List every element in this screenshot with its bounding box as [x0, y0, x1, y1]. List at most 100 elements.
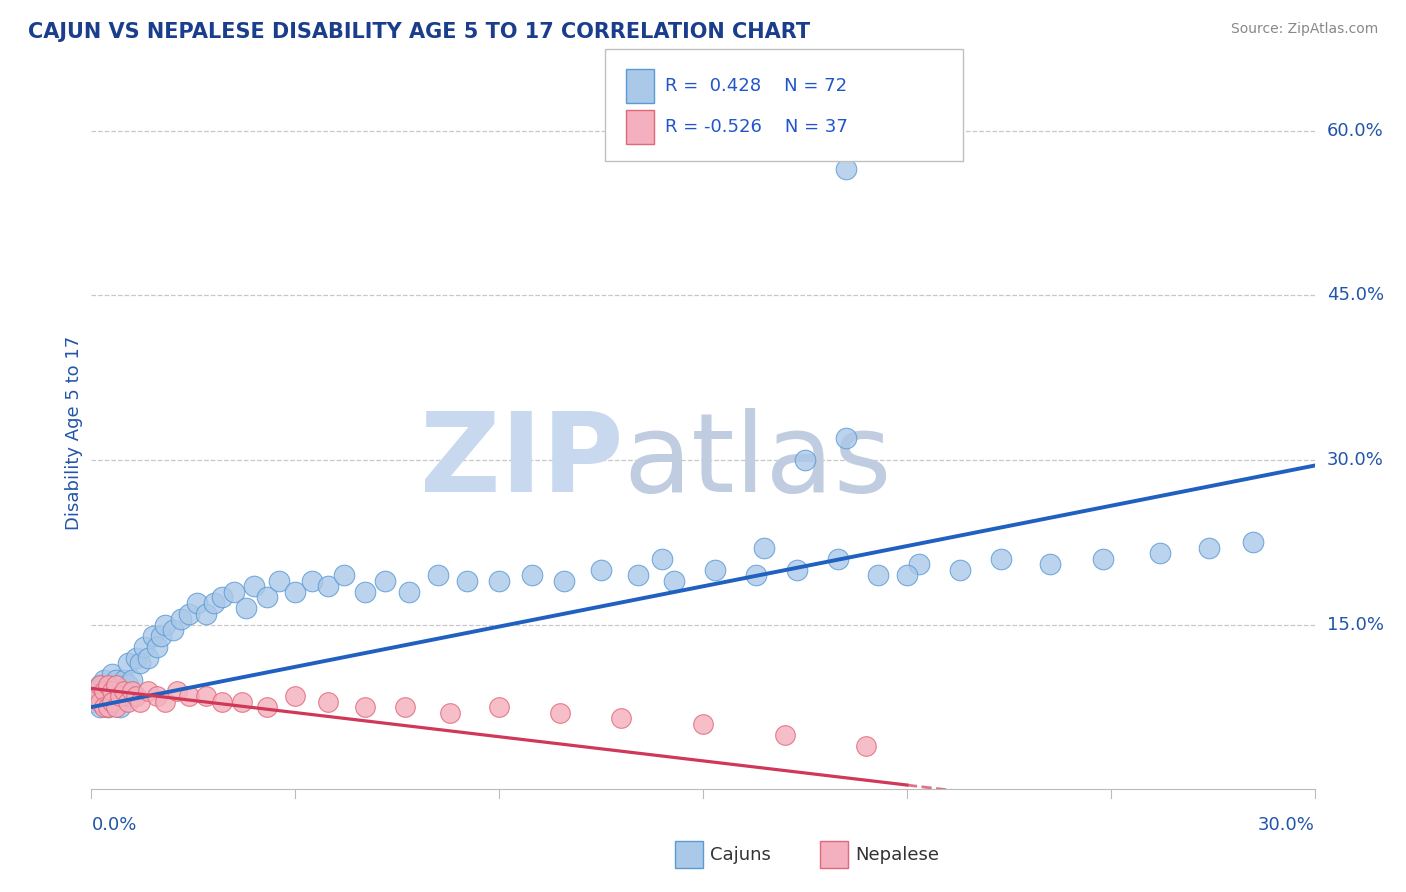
Point	[121, 673, 143, 687]
Point	[949, 563, 972, 577]
Point	[112, 673, 135, 687]
Point	[125, 689, 148, 703]
Text: R =  0.428    N = 72: R = 0.428 N = 72	[665, 78, 848, 95]
Point	[235, 601, 257, 615]
Point	[101, 689, 124, 703]
Point	[793, 453, 815, 467]
Point	[117, 695, 139, 709]
Point	[112, 689, 135, 703]
Point	[333, 568, 356, 582]
Point	[145, 640, 167, 654]
Text: Nepalese: Nepalese	[855, 846, 939, 863]
Point	[97, 683, 120, 698]
Point	[141, 629, 163, 643]
Point	[488, 700, 510, 714]
Point	[89, 700, 111, 714]
Point	[93, 689, 115, 703]
Point	[117, 656, 139, 670]
Text: 45.0%: 45.0%	[1327, 286, 1384, 304]
Point	[93, 700, 115, 714]
Point	[1038, 558, 1062, 572]
Point	[267, 574, 290, 588]
Point	[108, 678, 131, 692]
Point	[129, 656, 152, 670]
Point	[835, 162, 858, 177]
Point	[121, 689, 143, 703]
Text: 15.0%: 15.0%	[1327, 615, 1384, 633]
Point	[520, 568, 543, 582]
Point	[89, 695, 111, 709]
Point	[179, 689, 201, 703]
Point	[553, 574, 575, 588]
Point	[550, 706, 572, 720]
Point	[138, 683, 160, 698]
Point	[316, 579, 339, 593]
Point	[117, 678, 139, 692]
Point	[104, 683, 127, 698]
Text: R = -0.526    N = 37: R = -0.526 N = 37	[665, 119, 848, 136]
Point	[353, 700, 375, 714]
Point	[89, 678, 111, 692]
Point	[93, 683, 115, 698]
Point	[394, 700, 416, 714]
Point	[108, 689, 131, 703]
Point	[101, 667, 124, 681]
Point	[786, 563, 808, 577]
Point	[439, 706, 461, 720]
Point	[202, 596, 225, 610]
Point	[84, 695, 107, 709]
Point	[104, 673, 127, 687]
Text: atlas: atlas	[623, 408, 891, 515]
Point	[162, 624, 184, 638]
Point	[104, 678, 127, 692]
Point	[101, 695, 124, 709]
Text: ZIP: ZIP	[420, 408, 623, 515]
Text: 30.0%: 30.0%	[1327, 451, 1384, 469]
Point	[194, 689, 217, 703]
Point	[301, 574, 323, 588]
Point	[153, 695, 176, 709]
Point	[211, 591, 233, 605]
Point	[284, 584, 307, 599]
Point	[231, 695, 253, 709]
Point	[990, 552, 1012, 566]
Point	[125, 650, 148, 665]
Point	[651, 552, 673, 566]
Text: Cajuns: Cajuns	[710, 846, 770, 863]
Point	[93, 673, 115, 687]
Point	[222, 584, 246, 599]
Point	[427, 568, 450, 582]
Point	[134, 640, 156, 654]
Text: 60.0%: 60.0%	[1327, 121, 1384, 140]
Point	[1243, 535, 1265, 549]
Point	[97, 700, 120, 714]
Point	[170, 612, 193, 626]
Point	[704, 563, 727, 577]
Point	[1149, 546, 1171, 560]
Point	[664, 574, 686, 588]
Point	[1198, 541, 1220, 555]
Point	[398, 584, 420, 599]
Point	[591, 563, 613, 577]
Point	[149, 629, 172, 643]
Point	[112, 683, 135, 698]
Point	[773, 727, 796, 741]
Text: Source: ZipAtlas.com: Source: ZipAtlas.com	[1230, 22, 1378, 37]
Point	[89, 678, 111, 692]
Point	[456, 574, 478, 588]
Point	[145, 689, 167, 703]
Point	[868, 568, 890, 582]
Point	[84, 689, 107, 703]
Point	[374, 574, 396, 588]
Point	[610, 711, 633, 725]
Point	[627, 568, 650, 582]
Point	[855, 739, 877, 753]
Point	[129, 695, 152, 709]
Point	[138, 650, 160, 665]
Point	[827, 552, 849, 566]
Point	[896, 568, 918, 582]
Text: CAJUN VS NEPALESE DISABILITY AGE 5 TO 17 CORRELATION CHART: CAJUN VS NEPALESE DISABILITY AGE 5 TO 17…	[28, 22, 810, 42]
Point	[101, 683, 124, 698]
Point	[316, 695, 339, 709]
Point	[353, 584, 375, 599]
